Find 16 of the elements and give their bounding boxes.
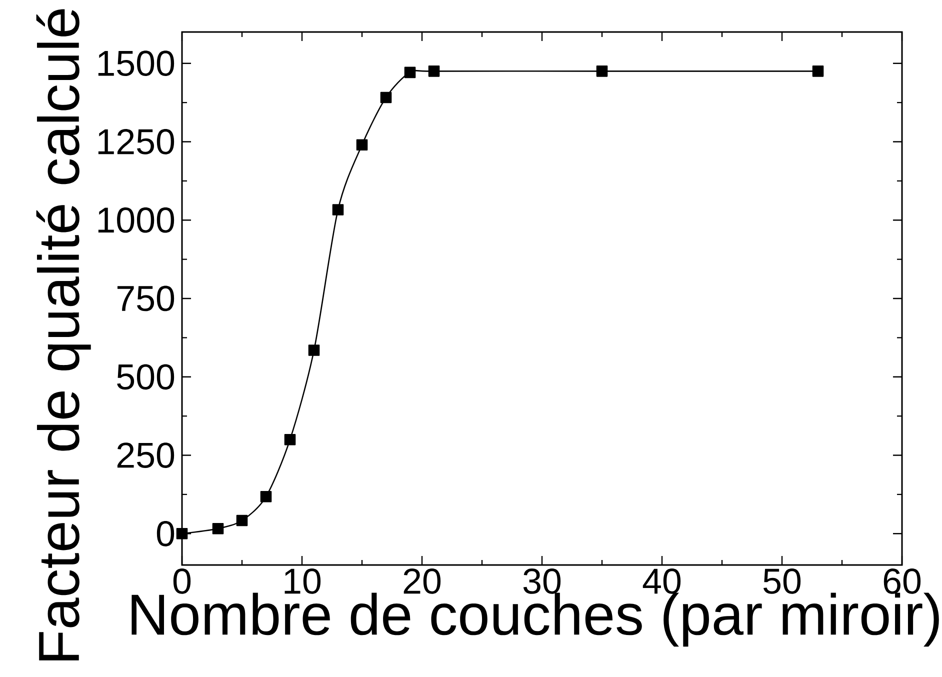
x-tick-label: 50 — [763, 568, 801, 594]
y-tick-label: 1250 — [98, 129, 174, 154]
x-tick-label: 10 — [284, 568, 321, 594]
y-tick-label: 500 — [117, 364, 174, 390]
x-axis-title: Nombre de couches (par miroir) — [132, 592, 939, 647]
y-tick-label: 0 — [156, 520, 174, 546]
x-tick-label: 30 — [523, 568, 561, 594]
x-tick-label: 20 — [404, 568, 441, 594]
y-tick-label: 750 — [117, 286, 174, 312]
x-tick-label: 40 — [642, 568, 681, 594]
y-axis-title: Facteur de qualité calculé — [36, 9, 91, 660]
x-tick-label: 60 — [884, 568, 921, 594]
y-tick-label: 1500 — [98, 50, 174, 76]
y-tick-label: 1000 — [98, 207, 174, 233]
x-tick-label: 0 — [173, 568, 191, 594]
y-tick-label: 250 — [117, 442, 174, 468]
